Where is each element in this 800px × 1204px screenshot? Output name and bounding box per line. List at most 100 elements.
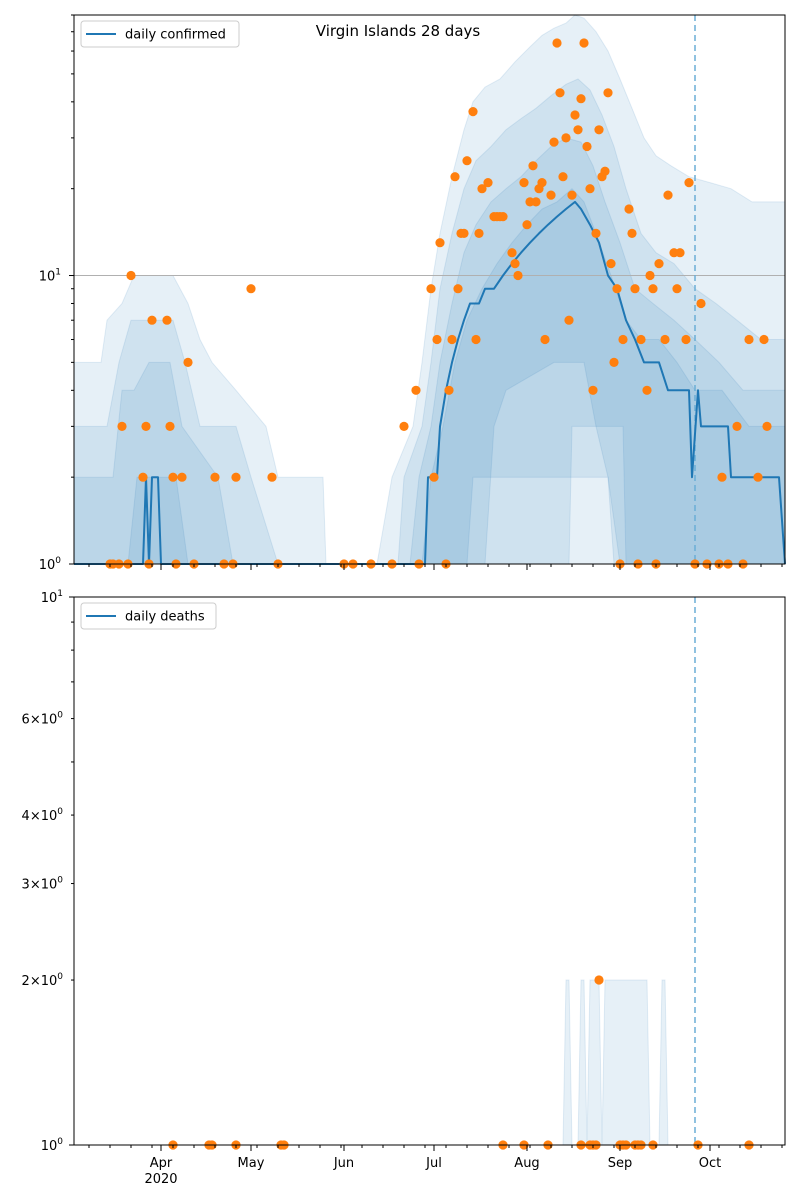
confirmed-point-54: [513, 270, 523, 281]
deaths-ytick-label-4: 2×100: [22, 972, 64, 989]
confirmed-point-74: [579, 38, 589, 48]
confirmed-point-14: [177, 472, 187, 482]
confirmed-point-69: [564, 315, 574, 325]
confirmed-point-47: [483, 178, 493, 188]
confirmed-point-68: [561, 133, 571, 143]
confirmed-x-ticks: [88, 564, 783, 570]
confirmed-point-89: [627, 228, 637, 238]
confirmed-point-73: [576, 94, 586, 104]
xtick-label-6: Oct: [699, 1156, 721, 1171]
confirmed-legend: daily confirmed: [80, 20, 240, 48]
deaths-ytick-label-0: 101: [41, 589, 63, 606]
confirmed-point-53: [510, 259, 520, 269]
confirmed-point-94: [645, 270, 655, 281]
deaths-legend: daily deaths: [80, 602, 217, 630]
confirmed-point-99: [663, 190, 673, 200]
deaths-ytick-label-5: 100: [41, 1137, 64, 1154]
confirmed-point-5: [126, 270, 136, 281]
confirmed-point-52: [507, 248, 517, 258]
deaths-legend-label: daily deaths: [125, 610, 205, 625]
confirmed-point-77: [588, 385, 598, 395]
confirmed-point-109: [717, 472, 727, 482]
confirmed-point-93: [642, 385, 652, 395]
confirmed-point-39: [453, 284, 463, 294]
confirmed-point-58: [528, 161, 538, 171]
confirmed-point-106: [696, 298, 706, 309]
deaths-axes-frame: [73, 596, 786, 1146]
confirmed-point-75: [582, 141, 592, 152]
confirmed-point-15: [183, 357, 193, 367]
confirmed-point-104: [684, 178, 694, 188]
confirmed-point-11: [165, 421, 175, 431]
confirmed-point-103: [681, 334, 691, 345]
xtick-label-0-year: 2020: [144, 1172, 177, 1187]
chart-title: Virgin Islands 28 days: [316, 22, 481, 40]
confirmed-point-20: [231, 472, 241, 482]
confirmed-point-70: [567, 190, 577, 200]
confirmed-point-46: [477, 184, 487, 194]
confirmed-point-21: [246, 284, 256, 294]
confirmed-point-81: [600, 166, 610, 176]
confirmed-point-34: [435, 238, 445, 248]
confirmed-point-22: [267, 472, 277, 482]
confirmed-point-72: [573, 125, 583, 135]
xtick-label-3: Jul: [425, 1156, 442, 1171]
confirmed-point-84: [609, 357, 619, 367]
confirmed-point-38: [450, 172, 460, 182]
confirmed-point-12: [168, 472, 178, 482]
confirmed-point-66: [555, 88, 565, 98]
confirmed-point-95: [648, 284, 658, 294]
confirmed-point-67: [558, 172, 568, 182]
confirmed-band-3: [74, 187, 786, 565]
confirmed-point-62: [540, 334, 550, 345]
confirmed-point-43: [468, 107, 478, 117]
deaths-legend-box: [80, 602, 217, 630]
confirmed-uncertainty-bands: [73, 14, 786, 565]
confirmed-point-102: [675, 248, 685, 258]
confirmed-point-83: [606, 259, 616, 269]
confirmed-legend-box: [80, 20, 240, 48]
confirmed-point-9: [147, 315, 157, 325]
confirmed-point-113: [744, 334, 754, 345]
deaths-ytick-label-3: 3×100: [22, 876, 64, 893]
confirmed-point-98: [660, 334, 670, 345]
confirmed-point-37: [447, 334, 457, 345]
confirmed-point-97: [654, 259, 664, 269]
xtick-label-0: Apr: [150, 1156, 173, 1171]
deaths-ytick-label-1: 6×100: [22, 711, 64, 728]
confirmed-axes-frame: [73, 14, 786, 565]
confirmed-line-series: [74, 200, 786, 565]
confirmed-point-78: [591, 228, 601, 238]
confirmed-point-116: [762, 421, 772, 431]
confirmed-point-88: [624, 204, 634, 214]
deaths-ytick-label-2: 4×100: [22, 807, 64, 824]
confirmed-point-63: [546, 190, 556, 200]
confirmed-band-1: [73, 78, 786, 565]
confirmed-point-111: [732, 421, 742, 431]
confirmed-point-44: [471, 334, 481, 345]
confirmed-series-lines: [74, 200, 786, 565]
confirmed-point-32: [429, 472, 439, 482]
confirmed-point-87: [618, 334, 628, 345]
confirmed-point-17: [210, 472, 220, 482]
xtick-label-2: Jun: [333, 1156, 354, 1171]
confirmed-legend-label: daily confirmed: [125, 28, 226, 43]
confirmed-point-41: [459, 228, 469, 238]
confirmed-point-92: [636, 334, 646, 345]
confirmed-point-55: [519, 178, 529, 188]
confirmed-point-29: [411, 385, 421, 395]
confirmed-point-65: [552, 38, 562, 48]
confirmed-point-3: [117, 421, 127, 431]
confirmed-point-90: [630, 284, 640, 294]
confirmed-point-56: [522, 220, 532, 230]
confirmed-point-82: [603, 88, 613, 98]
confirmed-point-59: [531, 197, 541, 207]
confirmed-point-31: [426, 284, 436, 294]
confirmed-point-101: [672, 284, 682, 294]
